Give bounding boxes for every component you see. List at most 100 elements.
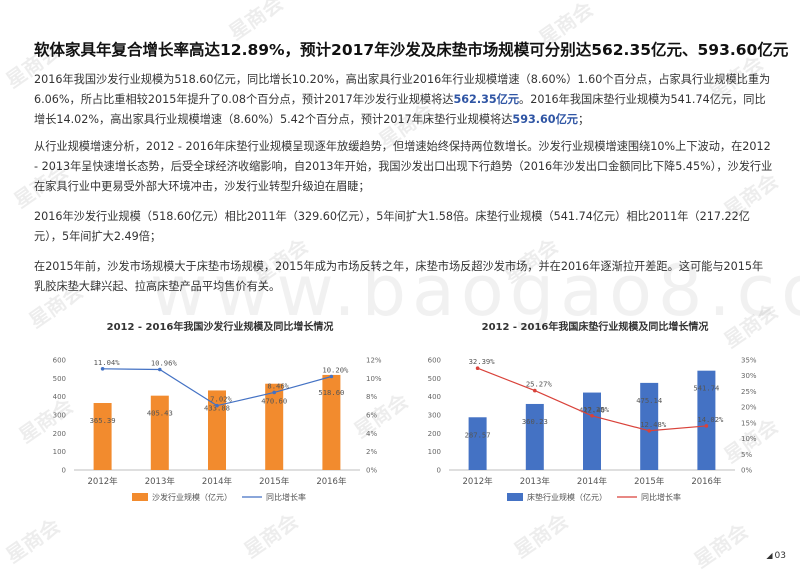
- mattress-ytick-left: 500: [428, 375, 441, 383]
- mattress-ytick-left: 200: [428, 430, 441, 438]
- mattress-ytick-left: 0: [437, 467, 441, 475]
- mattress-ytick-right: 5%: [741, 451, 752, 459]
- mattress-bar: [525, 403, 544, 470]
- sofa-bar-label: 365.39: [90, 416, 116, 425]
- sofa-ytick-right: 6%: [366, 412, 377, 420]
- mattress-bar-label: 360.23: [522, 417, 548, 426]
- mattress-ytick-left: 400: [428, 393, 441, 401]
- mattress-ytick-right: 15%: [741, 419, 757, 427]
- page-title: 软体家具年复合增长率高达12.89%，预计2017年沙发及床垫市场规模可分别达5…: [34, 41, 789, 59]
- mattress-ytick-right: 0%: [741, 467, 752, 475]
- sofa-growth-point: [158, 367, 162, 372]
- mattress-bar-label: 541.74: [693, 384, 719, 393]
- paragraph-2: 从行业规模增速分析，2012 - 2016年床垫行业规模呈现逐年放缓趋势，但增速…: [34, 140, 773, 193]
- sofa-ytick-left: 500: [53, 375, 66, 383]
- mattress-chart: 2012 - 2016年我国床垫行业规模及同比增长情况 0 100 200 300 400…: [415, 316, 775, 516]
- sofa-ytick-left: 400: [53, 393, 66, 401]
- paragraph-1: 2016年我国沙发行业规模为518.60亿元，同比增长10.20%，高出家具行业…: [34, 73, 771, 126]
- mattress-legend-bar-label: 床垫行业规模（亿元）: [527, 492, 607, 502]
- mattress-growth-label: 12.48%: [640, 420, 667, 429]
- sofa-bar-label: 518.60: [318, 388, 344, 397]
- mattress-x-label: 2015年: [634, 476, 665, 487]
- sofa-bar: [208, 390, 226, 470]
- sofa-ytick-left: 600: [53, 357, 66, 365]
- mattress-ytick-left: 100: [428, 448, 441, 456]
- mattress-ytick-left: 300: [428, 412, 441, 420]
- mattress-ytick-left: 600: [428, 357, 441, 365]
- sofa-chart-svg: 2012 - 2016年我国沙发行业规模及同比增长情况 0 100 200 300 400…: [53, 320, 382, 502]
- sofa-ytick-right: 12%: [366, 357, 382, 365]
- mattress-bar-label: 422.40: [579, 406, 605, 415]
- sofa-bar: [265, 383, 284, 470]
- sofa-growth-point: [100, 367, 105, 371]
- mattress-bar: [583, 392, 601, 470]
- sofa-growth-label: 8.46%: [267, 381, 289, 390]
- sofa-ytick-left: 100: [53, 448, 66, 456]
- sofa-x-label: 2015年: [259, 476, 290, 487]
- mattress-chart-title: 2012 - 2016年我国床垫行业规模及同比增长情况: [482, 320, 709, 333]
- mattress-ytick-right: 35%: [741, 357, 757, 365]
- sofa-bar-label: 433.88: [204, 403, 230, 412]
- mattress-bar: [640, 382, 659, 470]
- mattress-legend-line-label: 同比增长率: [641, 492, 681, 502]
- paragraph-3: 2016年沙发行业规模（518.60亿元）相比2011年（329.60亿元），5…: [34, 210, 750, 243]
- sofa-growth-label: 11.04%: [94, 358, 121, 367]
- sofa-bar: [150, 395, 169, 470]
- mattress-growth-label: 17.25%: [583, 405, 610, 414]
- sofa-legend-line-label: 同比增长率: [266, 492, 306, 502]
- sofa-growth-point: [329, 374, 334, 379]
- mattress-growth-point: [590, 413, 594, 418]
- mattress-legend-bar-swatch: [507, 493, 523, 501]
- sofa-growth-label: 7.02%: [210, 395, 232, 404]
- sofa-legend-bar-swatch: [132, 493, 148, 501]
- sofa-growth-point: [272, 390, 276, 395]
- page-number: ◢ 03: [766, 551, 786, 561]
- watermark: 星商会: [1, 513, 65, 568]
- sofa-bar-label: 405.43: [147, 409, 173, 418]
- mattress-x-label: 2014年: [577, 476, 608, 487]
- sofa-bar: [93, 403, 112, 470]
- triangle-icon: ◢: [766, 551, 773, 560]
- mattress-chart-svg: 2012 - 2016年我国床垫行业规模及同比增长情况 0 100 200 300 400…: [428, 320, 757, 502]
- sofa-x-label: 2014年: [202, 476, 233, 487]
- sofa-x-label: 2016年: [316, 476, 347, 487]
- mattress-bar-label: 475.14: [636, 396, 662, 405]
- sofa-bar: [322, 374, 341, 470]
- sofa-ytick-left: 200: [53, 430, 66, 438]
- mattress-bar: [468, 417, 487, 470]
- sofa-x-label: 2013年: [145, 476, 176, 487]
- sofa-growth-label: 10.96%: [151, 359, 178, 368]
- sofa-growth-point: [215, 403, 219, 408]
- sofa-ytick-right: 4%: [366, 430, 377, 438]
- highlight-sofa-2017: 562.35亿元: [453, 93, 520, 106]
- sofa-bar-label: 470.60: [261, 397, 287, 406]
- sofa-legend-bar-label: 沙发行业规模（亿元）: [152, 492, 232, 502]
- mattress-x-label: 2013年: [520, 476, 551, 487]
- sofa-ytick-right: 0%: [366, 467, 377, 475]
- highlight-mattress-2017: 593.60亿元: [512, 113, 578, 126]
- sofa-ytick-right: 8%: [366, 393, 377, 401]
- mattress-x-label: 2016年: [691, 476, 722, 487]
- mattress-growth-label: 32.39%: [469, 357, 496, 366]
- sofa-ytick-left: 300: [53, 412, 66, 420]
- sofa-chart: 2012 - 2016年我国沙发行业规模及同比增长情况 0 100 200 300 400…: [40, 316, 400, 516]
- mattress-growth-label: 14.02%: [697, 415, 724, 424]
- paragraph-4: 在2015年前，沙发市场规模大于床垫市场规模，2015年成为市场反转之年，床垫市…: [34, 260, 764, 293]
- mattress-ytick-right: 20%: [741, 404, 757, 412]
- mattress-growth-point: [647, 428, 651, 433]
- mattress-ytick-right: 30%: [741, 372, 757, 380]
- mattress-growth-point: [704, 424, 709, 428]
- sofa-ytick-right: 2%: [366, 448, 377, 456]
- mattress-x-label: 2012年: [463, 476, 494, 487]
- mattress-ytick-right: 10%: [741, 435, 757, 443]
- mattress-bar-label: 287.57: [465, 430, 491, 439]
- mattress-ytick-right: 25%: [741, 388, 757, 396]
- mattress-growth-point: [533, 388, 537, 393]
- mattress-growth-point: [475, 366, 480, 371]
- sofa-x-label: 2012年: [88, 476, 119, 487]
- sofa-growth-label: 10.20%: [322, 366, 349, 375]
- sofa-ytick-left: 0: [62, 467, 66, 475]
- sofa-ytick-right: 10%: [366, 375, 382, 383]
- mattress-bar: [697, 370, 716, 470]
- watermark: 星商会: [689, 518, 753, 573]
